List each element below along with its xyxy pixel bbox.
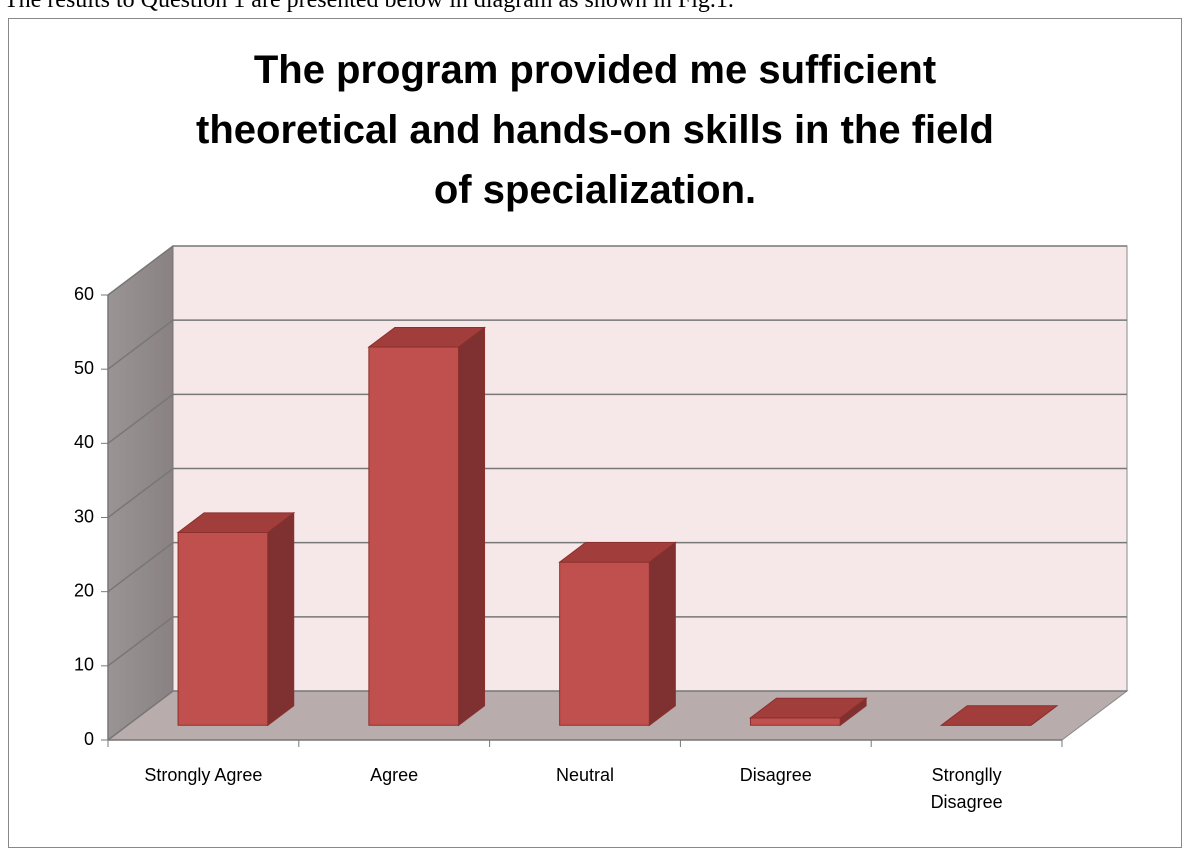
x-tick-label: Neutral xyxy=(555,765,615,785)
y-tick-label: 20 xyxy=(74,580,94,600)
y-tick-label: 40 xyxy=(74,432,94,452)
grid-line xyxy=(107,690,1127,741)
x-tick-label: Stronglly Disagree xyxy=(930,765,1003,812)
y-tick-label: 60 xyxy=(74,284,94,304)
y-tick-label: 0 xyxy=(84,729,94,749)
bar-front xyxy=(749,717,841,726)
bar xyxy=(367,326,487,727)
bar-top xyxy=(367,326,487,348)
grid-line xyxy=(107,245,1127,296)
bar xyxy=(939,705,1059,726)
y-tick-label: 50 xyxy=(74,358,94,378)
bar-front xyxy=(177,531,269,726)
bar-side xyxy=(648,541,676,727)
grid-line xyxy=(107,393,1127,444)
intro-text: The results to Question 1 are presented … xyxy=(4,0,734,13)
bar-side xyxy=(458,326,486,727)
bar-top xyxy=(558,542,677,563)
grid-line xyxy=(107,319,1127,370)
bar-side xyxy=(267,511,295,727)
bar-top xyxy=(939,705,1059,726)
grid-line xyxy=(107,467,1127,519)
bar-top xyxy=(176,512,296,533)
x-tick-label: Agree xyxy=(370,765,419,785)
bar-top xyxy=(748,697,868,719)
x-tick-label: Disagree xyxy=(739,765,812,785)
grid-line xyxy=(107,616,1127,667)
grid-line xyxy=(107,541,1127,593)
bar-front xyxy=(368,346,460,726)
bar xyxy=(558,541,677,727)
bar-front xyxy=(559,561,650,726)
bar xyxy=(176,511,296,727)
bar xyxy=(748,697,868,727)
x-tick-label: Strongly Agree xyxy=(144,765,263,785)
chart-title: The program provided me sufficient theor… xyxy=(196,48,994,212)
y-tick-label: 10 xyxy=(74,655,94,675)
y-tick-label: 30 xyxy=(74,506,94,526)
